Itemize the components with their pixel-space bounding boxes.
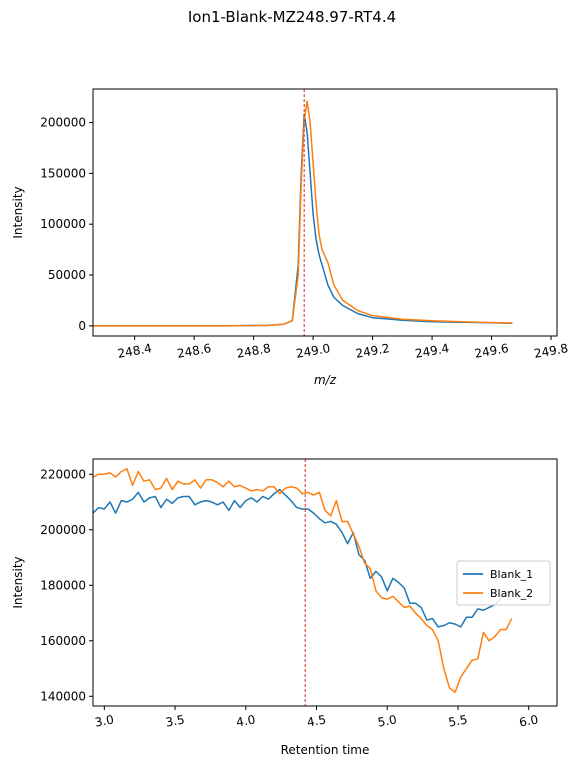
x-tick-label: 6.0 bbox=[518, 712, 539, 729]
y-axis-label: Intensity bbox=[11, 556, 25, 608]
legend: Blank_1 Blank_2 bbox=[456, 560, 551, 606]
x-tick-label: 249.0 bbox=[295, 341, 331, 361]
x-tick-label: 249.8 bbox=[533, 341, 569, 361]
plot-frame bbox=[92, 458, 558, 707]
y-tick-label: 180000 bbox=[40, 578, 86, 592]
legend-label-blank_2: Blank_2 bbox=[490, 587, 533, 600]
y-tick-label: 200000 bbox=[40, 523, 86, 537]
x-axis-label: m/z bbox=[314, 373, 337, 387]
x-tick-label: 249.6 bbox=[473, 341, 509, 361]
series-line-blank_1 bbox=[93, 488, 513, 628]
x-tick-label: 4.0 bbox=[235, 712, 256, 729]
y-tick-label: 160000 bbox=[40, 634, 86, 648]
chart-panel-2: 3.0 3.5 4.0 4.5 5.0 5.5 6.0 140000 160000 180000 2… bbox=[11, 458, 558, 757]
y-tick-label: 50000 bbox=[48, 268, 86, 282]
x-tick-label: 3.5 bbox=[164, 712, 185, 729]
x-tick-label: 5.0 bbox=[377, 712, 398, 729]
y-tick-label: 100000 bbox=[40, 217, 86, 231]
y-tick-label: 150000 bbox=[40, 166, 86, 180]
legend-label-blank_1: Blank_1 bbox=[490, 568, 533, 581]
x-tick-label: 248.4 bbox=[117, 341, 153, 361]
x-tick-label: 249.4 bbox=[414, 341, 450, 361]
x-tick-label: 249.2 bbox=[354, 341, 390, 361]
y-axis-label: Intensity bbox=[11, 186, 25, 238]
x-tick-label: 3.0 bbox=[94, 712, 115, 729]
x-axis-label: Retention time bbox=[281, 743, 370, 757]
y-tick-label: 200000 bbox=[40, 116, 86, 130]
y-tick-label: 220000 bbox=[40, 467, 86, 481]
x-tick-label: 5.5 bbox=[447, 712, 468, 729]
x-tick-label: 248.8 bbox=[235, 341, 271, 361]
y-tick-label: 140000 bbox=[40, 689, 86, 703]
series-line-blank_2 bbox=[93, 467, 513, 693]
plot-frame bbox=[92, 88, 558, 337]
figure-title: Ion1-Blank-MZ248.97-RT4.4 bbox=[187, 8, 397, 26]
y-tick-label: 0 bbox=[78, 319, 86, 333]
chart-panel-1: 248.4 248.6 248.8 249.0 249.2 249.4 249.6 249.8… bbox=[11, 88, 569, 387]
x-tick-label: 248.6 bbox=[176, 341, 212, 361]
series-line-2 bbox=[93, 100, 513, 327]
x-tick-label: 4.5 bbox=[306, 712, 327, 729]
legend-box bbox=[456, 560, 551, 606]
